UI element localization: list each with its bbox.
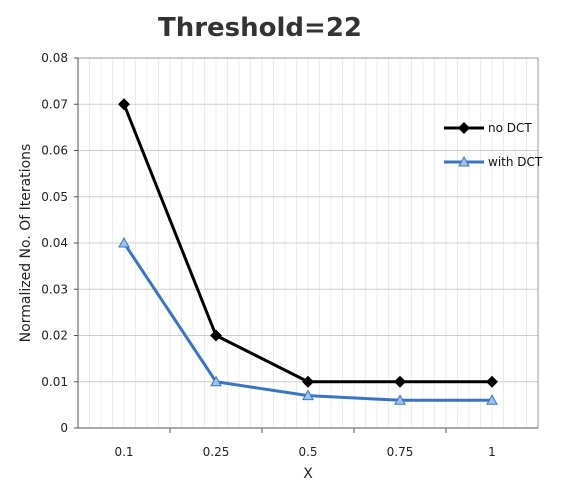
x-tick-label: 0.75	[387, 445, 414, 459]
series-1	[118, 98, 498, 388]
y-tick-label: 0.03	[41, 282, 68, 296]
chart-title: Threshold=22	[158, 13, 362, 43]
x-tick-label: 1	[488, 445, 496, 459]
legend-item: no DCT	[444, 121, 532, 135]
data-point	[394, 394, 406, 405]
legend-label: no DCT	[488, 121, 532, 135]
y-tick-label: 0.05	[41, 190, 68, 204]
y-tick-label: 0.06	[41, 144, 68, 158]
data-point	[394, 375, 406, 388]
grid	[78, 57, 538, 428]
x-tick-label: 0.1	[114, 445, 133, 459]
y-tick-label: 0.08	[41, 51, 68, 65]
x-axis-ticks: 0.1 0.25 0.5 0.75 1	[114, 445, 495, 459]
y-tick-label: 0	[60, 421, 68, 435]
data-point	[118, 236, 130, 248]
data-point	[302, 389, 314, 401]
series-2	[118, 236, 498, 405]
legend-marker	[458, 155, 470, 167]
x-tick-label: 0.5	[298, 445, 317, 459]
legend: no DCT with DCT	[444, 121, 543, 169]
x-axis-label: X	[303, 466, 313, 482]
legend-label: with DCT	[488, 155, 543, 169]
legend-item: with DCT	[444, 155, 543, 169]
y-tick-label: 0.07	[41, 97, 68, 111]
y-tick-label: 0.04	[41, 236, 68, 250]
data-point	[210, 329, 222, 342]
x-tick-label: 0.25	[203, 445, 230, 459]
y-axis-ticks: 0 0.01 0.02 0.03 0.04 0.05 0.06 0.07 0.08	[41, 51, 78, 435]
y-axis-label: Normalized No. Of Iterations	[18, 144, 34, 343]
series	[118, 98, 498, 405]
data-point	[486, 375, 498, 388]
data-point	[302, 375, 314, 388]
legend-marker	[458, 122, 470, 134]
data-point	[486, 394, 498, 405]
y-tick-label: 0.02	[41, 329, 68, 343]
y-tick-label: 0.01	[41, 375, 68, 389]
data-point	[210, 375, 222, 387]
data-point	[118, 98, 130, 111]
